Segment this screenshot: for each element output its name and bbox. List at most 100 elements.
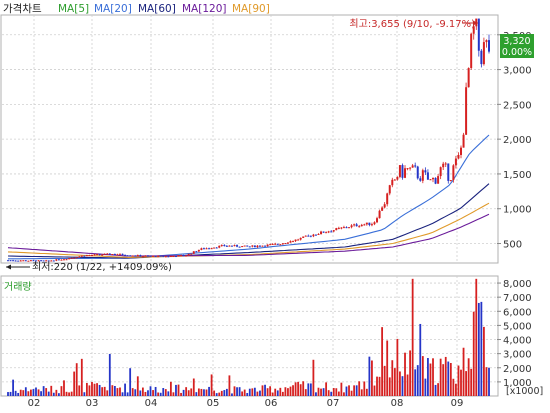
volume-bar [190, 388, 193, 396]
volume-bar [228, 375, 231, 396]
volume-bar [340, 382, 343, 396]
volume-bar [320, 388, 322, 396]
volume-grid [2, 276, 497, 396]
volume-bar [248, 388, 251, 396]
volume-bar [55, 389, 58, 396]
volume-bar [205, 389, 208, 396]
candle-body [241, 246, 244, 248]
volume-bar [57, 393, 60, 396]
candle-body [167, 256, 170, 258]
candle-body [434, 177, 437, 184]
volume-bar [75, 363, 78, 396]
volume-bar [175, 384, 177, 396]
volume-bar [330, 391, 333, 396]
volume-bar [480, 301, 483, 396]
volume-bar [200, 388, 203, 396]
candle-body [141, 256, 144, 258]
volume-bar [98, 384, 101, 396]
candle-body [246, 245, 249, 247]
volume-bar [60, 386, 63, 396]
volume-bar [131, 388, 134, 396]
volume-bar [317, 387, 320, 396]
candle-body [197, 249, 200, 252]
volume-bar [304, 389, 307, 396]
candle-body [144, 255, 147, 257]
volume-bar [411, 278, 414, 396]
volume-bar [371, 360, 373, 396]
candle-body [256, 245, 259, 248]
candle-body [348, 227, 351, 229]
volume-bar [121, 392, 124, 396]
candle-body [218, 245, 221, 248]
volume-bar [358, 381, 361, 396]
candle-body [169, 256, 172, 258]
ma-line-1 [7, 183, 490, 259]
candle-body [419, 178, 422, 181]
candle-body [139, 255, 142, 257]
candle-body [134, 255, 137, 257]
volume-bar [12, 379, 14, 396]
volume-bar [365, 388, 368, 396]
candle-body [452, 165, 455, 181]
volume-bar [488, 367, 490, 396]
volume-bar [253, 387, 256, 396]
volume-bar [485, 367, 488, 396]
low-arrow-head [6, 264, 11, 270]
candle-body [350, 225, 353, 228]
candle-body [213, 247, 216, 249]
volume-bar [271, 392, 274, 396]
candle-body [146, 255, 149, 257]
candle-body [124, 254, 127, 256]
volume-bar [309, 383, 312, 396]
low-annotation-text: 최저:220 (1/22, +1409.09%) [32, 261, 172, 273]
volume-bar [368, 356, 371, 396]
volume-tick-label: 2,000 [503, 364, 532, 375]
candle-body [162, 255, 165, 257]
volume-bar [70, 391, 73, 396]
volume-bar [416, 365, 419, 396]
volume-bar [106, 390, 109, 396]
volume-bar [256, 391, 259, 396]
candle-body [482, 42, 485, 65]
volume-bar [442, 364, 445, 396]
volume-bar [279, 387, 282, 396]
candle-body [404, 168, 407, 178]
volume-bar [119, 387, 121, 396]
volume-bar [152, 390, 154, 396]
x-axis: 02 03 04 05 06 07 08 09 [28, 398, 464, 409]
volume-bar [470, 368, 473, 396]
volume-bar [78, 385, 81, 396]
x-tick-label: 06 [265, 398, 278, 409]
candle-body [12, 260, 15, 262]
price-tick-label: 3,000 [503, 66, 532, 77]
candle-body [220, 245, 223, 247]
volume-bars [7, 278, 490, 396]
candle-body [414, 165, 417, 167]
candle-body [75, 257, 78, 259]
volume-bar [30, 389, 32, 396]
candle-body [251, 245, 254, 247]
candle-body [426, 172, 429, 180]
volume-bar [393, 368, 396, 396]
ma-legend-item: MA[20] [94, 3, 132, 15]
candle-body [286, 242, 289, 244]
candle-body [136, 255, 139, 257]
candle-body [439, 167, 442, 177]
volume-bar [452, 378, 455, 396]
candle-body [470, 33, 473, 69]
candle-body [381, 207, 384, 211]
volume-bar [381, 327, 384, 396]
candle-body [292, 241, 295, 243]
ma-legend-item: MA[120] [182, 3, 226, 15]
volume-bar [325, 382, 328, 396]
volume-bar [52, 392, 55, 396]
volume-bar [103, 386, 106, 396]
volume-bar [378, 376, 381, 396]
candle-body [157, 255, 160, 257]
volume-bar [312, 359, 315, 396]
price-tick-label: 1,500 [503, 170, 532, 181]
candle-body [174, 256, 177, 258]
volume-bar [421, 356, 424, 396]
candle-body [378, 210, 381, 219]
volume-bar [42, 386, 45, 396]
